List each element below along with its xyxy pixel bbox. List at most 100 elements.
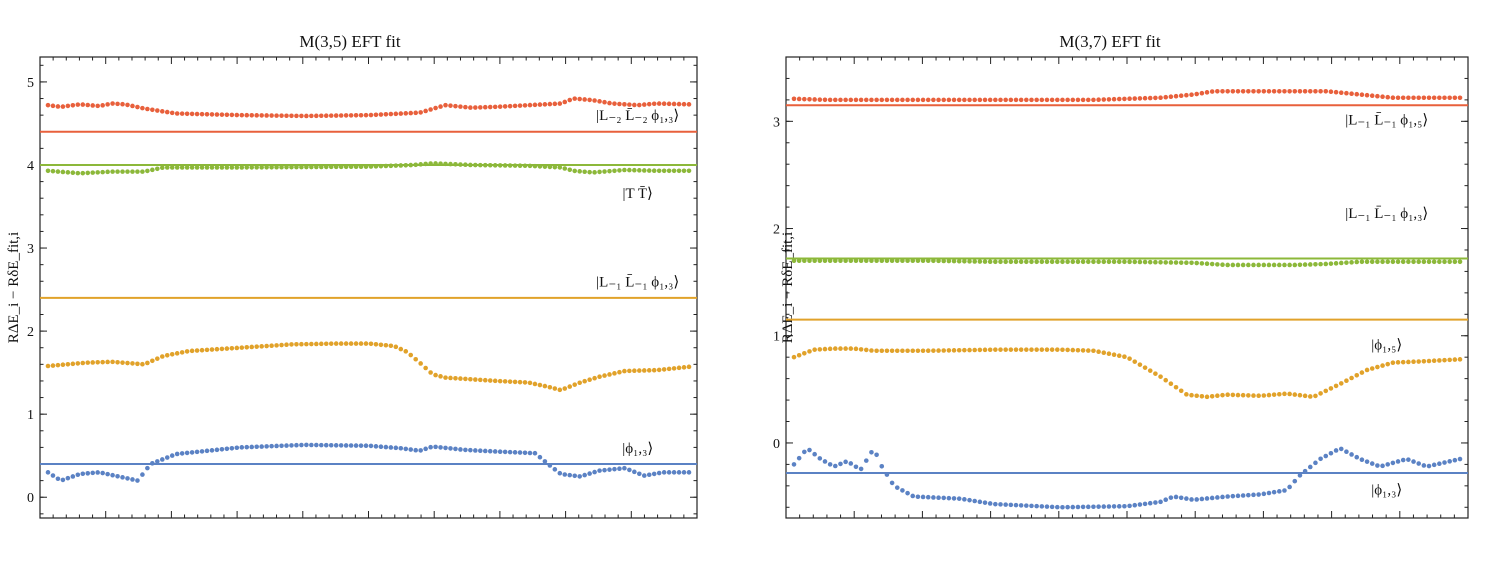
data-point [936, 348, 941, 353]
data-point [1390, 360, 1396, 365]
data-point [936, 97, 941, 103]
data-point [443, 102, 448, 108]
data-point [1220, 392, 1225, 398]
data-point [1380, 363, 1385, 368]
data-point [55, 362, 61, 368]
state-label: |L₋₁ L̄₋₁ ϕ₁,₃⟩ [1345, 206, 1428, 222]
data-point [1122, 354, 1127, 359]
data-point [492, 449, 498, 454]
data-point [194, 111, 200, 117]
data-point [1447, 95, 1452, 101]
data-point [572, 96, 578, 101]
data-point [597, 99, 602, 104]
data-point [482, 162, 488, 168]
data-point [159, 165, 165, 171]
data-point [1024, 503, 1029, 508]
data-point [497, 104, 503, 109]
data-point [1447, 459, 1452, 464]
data-point [358, 112, 364, 118]
data-point [1008, 347, 1014, 352]
data-point [209, 448, 215, 453]
data-point [1437, 95, 1442, 101]
data-point [145, 106, 150, 112]
data-point [249, 344, 255, 350]
data-point [70, 102, 76, 108]
data-point [1395, 259, 1401, 265]
data-point [627, 102, 632, 107]
data-point [1034, 259, 1039, 265]
data-point [264, 113, 269, 118]
data-point [289, 164, 294, 170]
data-point [869, 348, 874, 353]
data-point [502, 104, 508, 109]
data-point [627, 368, 632, 374]
data-point [1313, 393, 1318, 399]
data-point [1271, 262, 1277, 268]
data-point [931, 348, 936, 353]
data-point [617, 168, 622, 173]
data-point [1344, 378, 1349, 383]
data-point [977, 97, 983, 103]
data-point [125, 102, 130, 108]
data-point [65, 475, 71, 481]
data-point [796, 455, 802, 461]
data-point [378, 112, 384, 117]
data-point [858, 347, 864, 352]
data-point [184, 349, 190, 354]
data-point [1251, 492, 1256, 498]
state-label: |ϕ₁,₃⟩ [1371, 482, 1402, 498]
data-point [537, 454, 543, 460]
data-point [75, 170, 81, 176]
data-point [1282, 488, 1287, 493]
data-point [60, 362, 66, 368]
data-point [666, 101, 672, 107]
data-point [1189, 92, 1194, 98]
data-point [487, 104, 493, 110]
data-point [249, 444, 255, 450]
data-point [115, 169, 120, 174]
data-point [627, 167, 632, 173]
data-point [1013, 502, 1019, 508]
data-point [622, 102, 627, 107]
data-point [1287, 262, 1292, 268]
y-tick-label: 0 [773, 437, 780, 452]
data-point [105, 102, 110, 107]
data-point [822, 97, 828, 103]
data-point [812, 258, 817, 263]
data-point [1447, 259, 1452, 265]
data-point [527, 450, 533, 456]
data-point [1147, 259, 1153, 265]
data-point [1328, 261, 1334, 266]
data-point [368, 112, 374, 118]
data-point [646, 101, 652, 107]
data-point [413, 110, 419, 116]
data-point [838, 258, 843, 263]
data-point [1349, 91, 1354, 97]
data-point [666, 366, 672, 372]
data-point [1060, 259, 1065, 265]
data-point [587, 97, 592, 103]
data-point [482, 377, 488, 383]
data-point [863, 347, 869, 353]
data-point [373, 444, 379, 449]
data-point [1168, 94, 1174, 100]
data-point [967, 497, 972, 503]
data-point [863, 97, 869, 103]
data-point [150, 107, 155, 113]
data-point [328, 442, 334, 448]
data-point [338, 341, 344, 346]
data-point [1153, 500, 1158, 505]
data-point [150, 461, 155, 466]
data-point [833, 258, 838, 263]
data-point [1127, 356, 1132, 361]
data-point [264, 165, 269, 170]
data-point [164, 165, 170, 170]
data-point [1333, 383, 1339, 389]
data-point [338, 164, 344, 170]
data-point [159, 354, 165, 359]
data-point [1323, 261, 1329, 267]
data-point [229, 445, 235, 451]
data-point [1096, 259, 1101, 265]
y-tick-label: 4 [27, 159, 34, 174]
data-point [234, 165, 240, 170]
